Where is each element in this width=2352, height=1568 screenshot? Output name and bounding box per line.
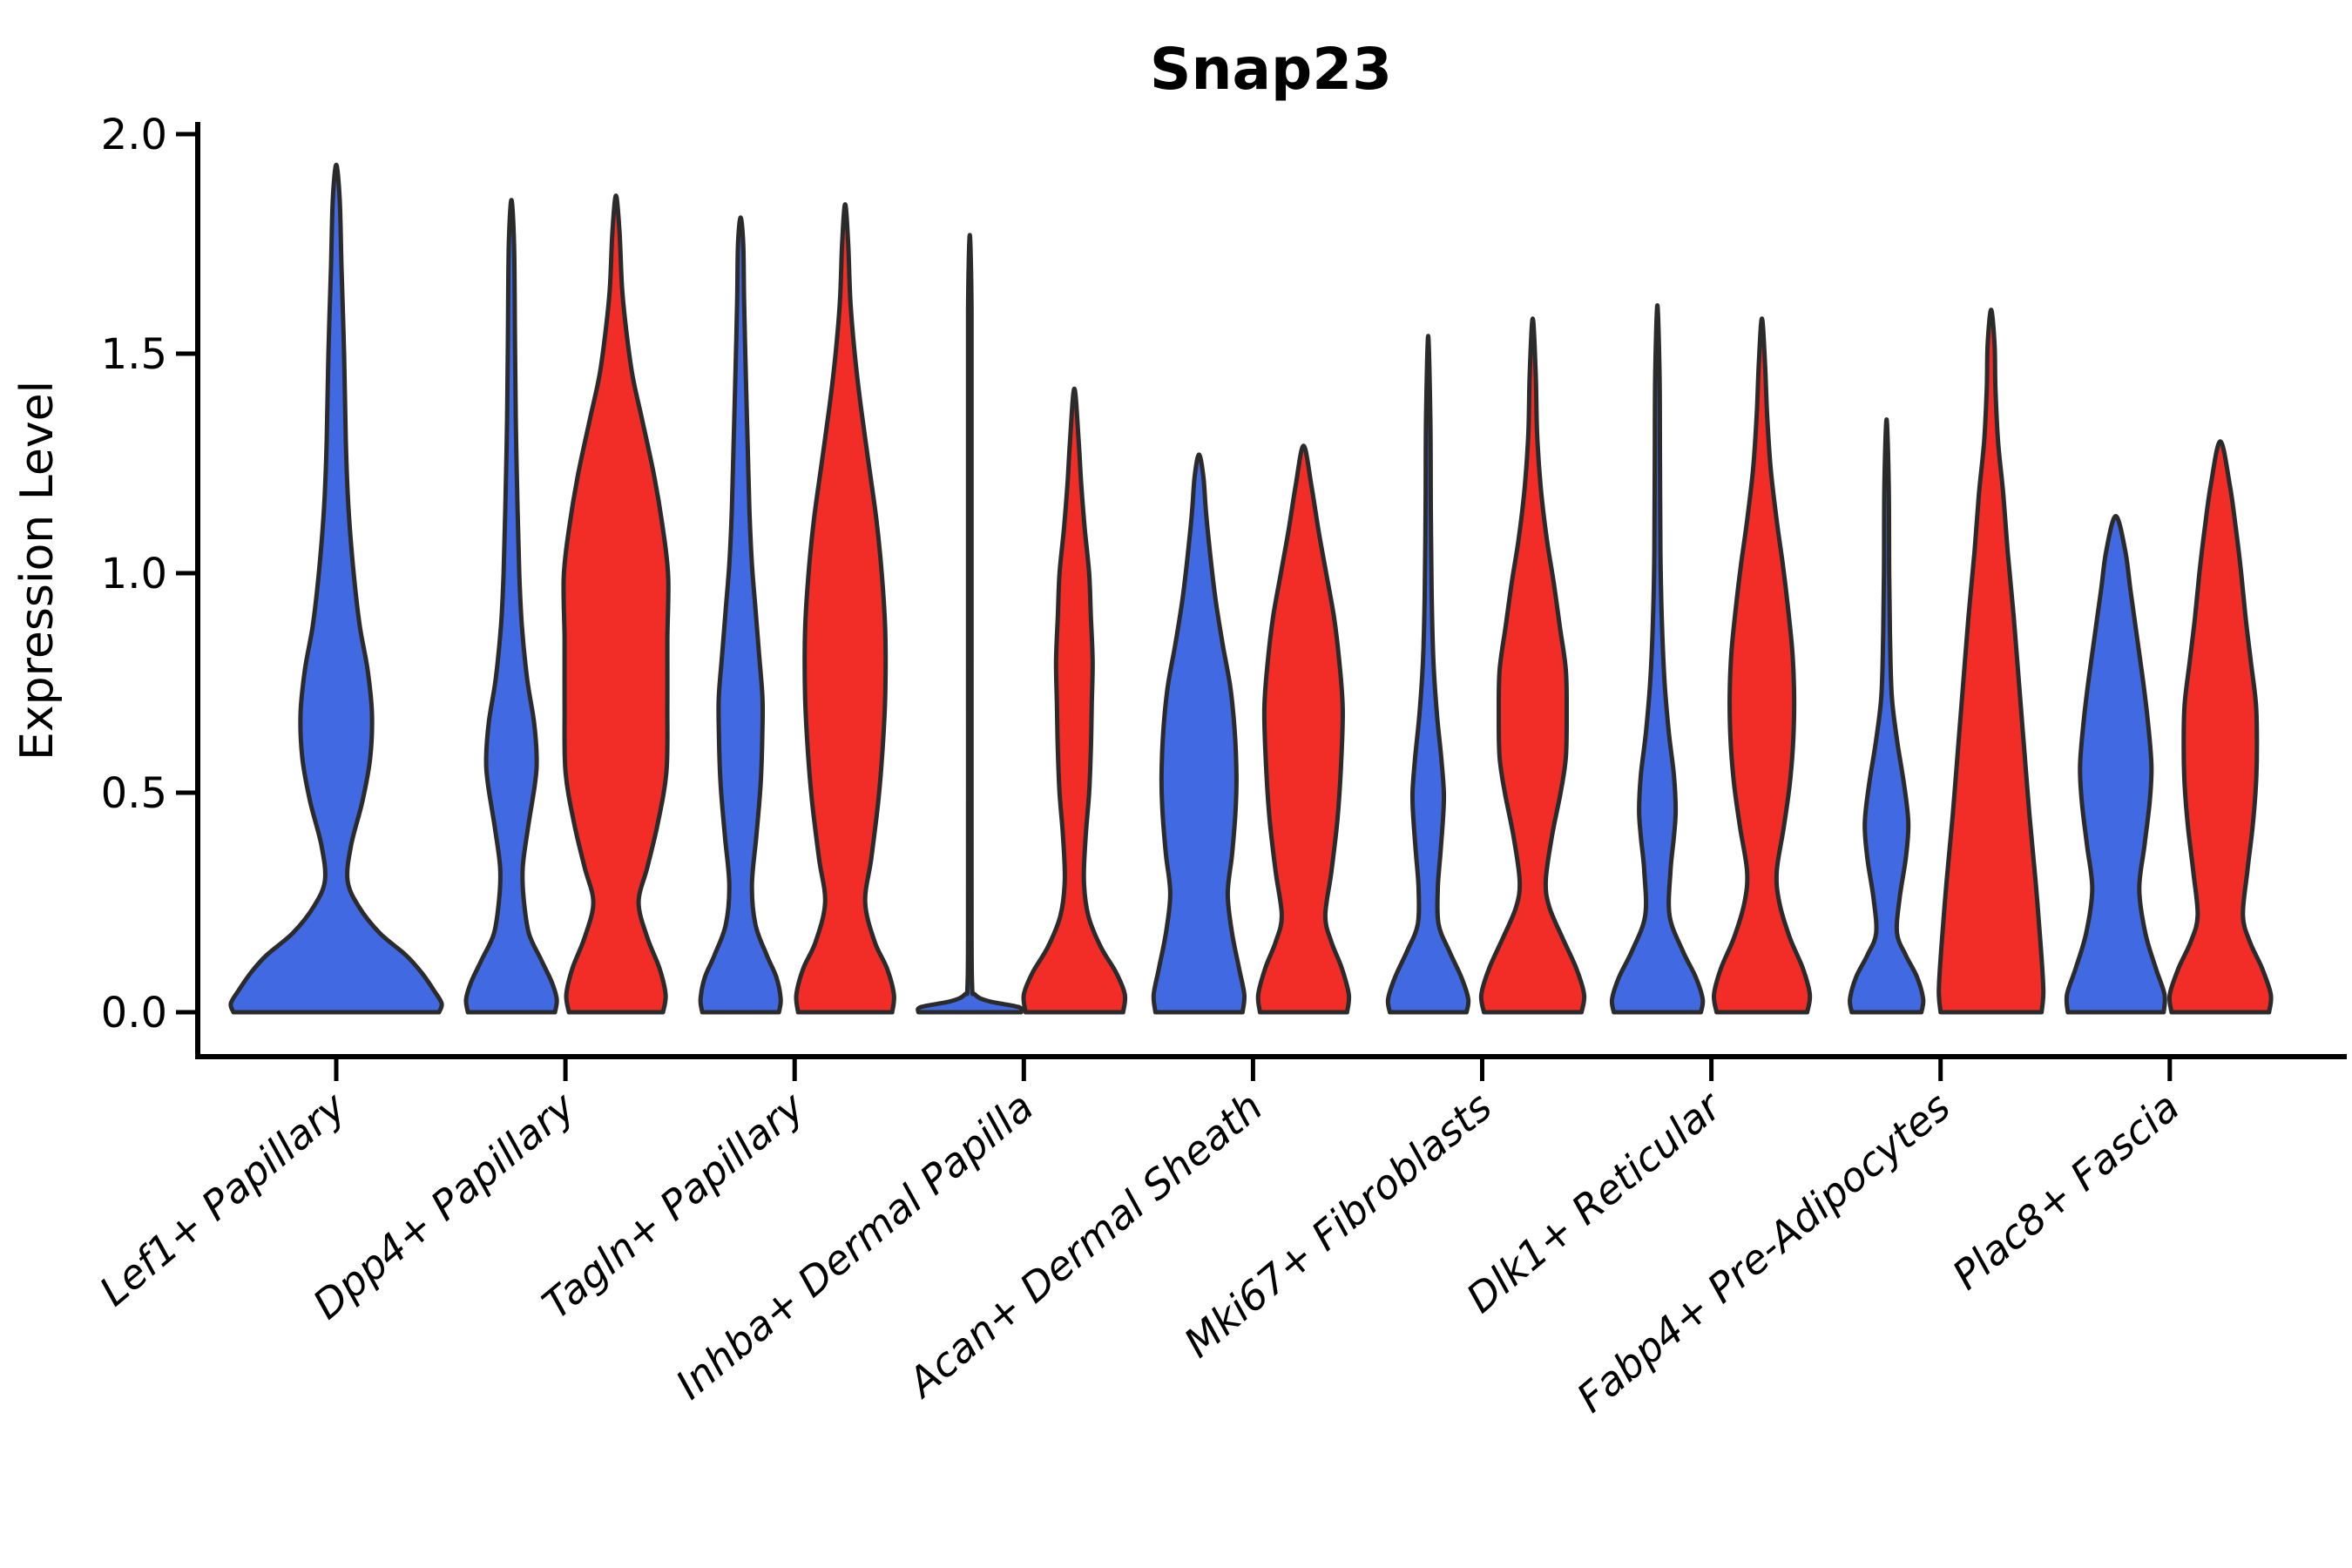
violin-mki67-fibroblasts-blue [1385,334,1471,1015]
violin-dpp4-papillary-blue [463,198,559,1015]
y-tick-label: 1.5 [101,330,167,379]
y-tick-label: 0.0 [101,989,167,1037]
violin-fabp4-pre-adipocytes-blue [1848,417,1926,1015]
violin-inhba-dermal-papilla-red [1021,386,1128,1015]
x-tick-label-fabp4-pre-adipocytes: Fabp4+ Pre-Adipocytes [1568,1083,1959,1422]
y-axis-label: Expression Level [11,381,64,760]
chart-title: Snap23 [1150,36,1392,103]
violin-tagln-papillary-blue [698,215,783,1015]
violin-tagln-papillary-red [794,202,896,1015]
violins-layer [228,162,2274,1015]
x-tick-label-plac8-fascia: Plac8+ Fascia [1943,1083,2188,1299]
violin-acan-dermal-sheath-red [1255,443,1352,1015]
y-axis-ticks: 0.0 0.5 1.0 1.5 2.0 [101,111,197,1037]
x-tick-label-inhba-dermal-papilla: Inhba+ Dermal Papilla [667,1083,1043,1409]
axes-layer [195,122,2347,1059]
violin-plac8-fascia-blue [2064,514,2167,1015]
y-tick-label: 2.0 [101,111,167,159]
x-tick-label-lef1-papillary: Lef1+ Papillary [91,1083,355,1315]
violin-acan-dermal-sheath-blue [1151,452,1247,1015]
violin-dlk1-reticular-blue [1609,303,1706,1015]
violin-inhba-dermal-papilla-blue [916,233,1024,1015]
violin-fabp4-pre-adipocytes-red [1936,308,2046,1015]
violin-plac8-fascia-red [2167,439,2274,1015]
y-tick-label: 1.0 [101,550,167,598]
violin-lef1-papillary-blue [228,162,444,1015]
violin-dlk1-reticular-red [1711,316,1813,1015]
y-tick-label: 0.5 [101,769,167,818]
violin-mki67-fibroblasts-red [1478,316,1587,1015]
violin-dpp4-papillary-red [561,193,671,1015]
